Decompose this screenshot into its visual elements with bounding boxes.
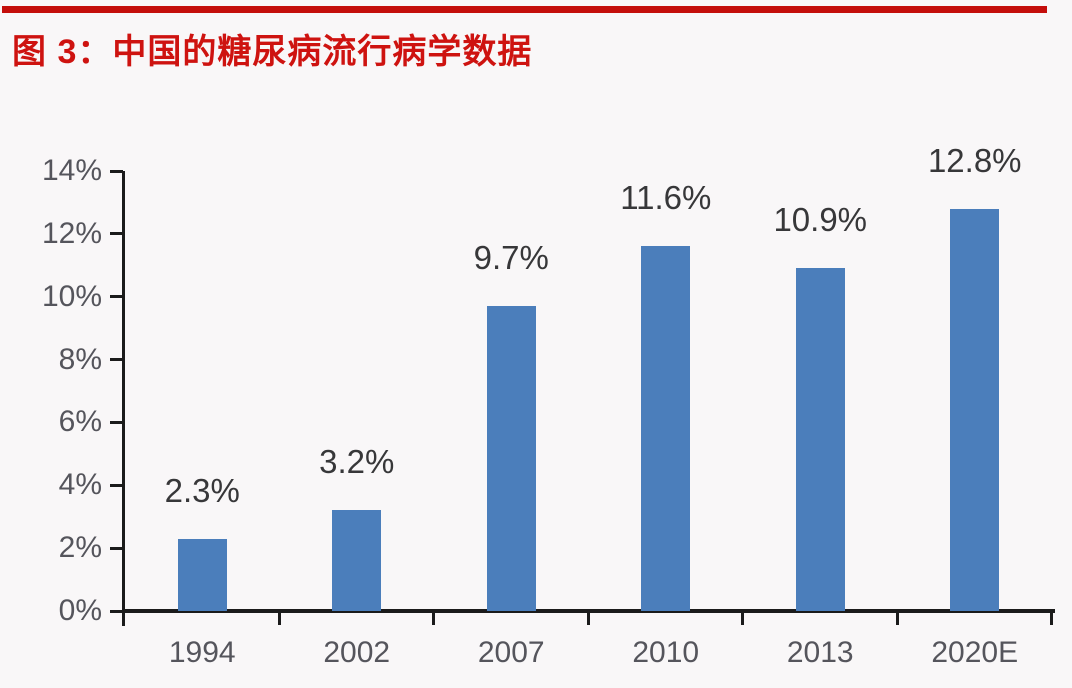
bar-1994: [177, 538, 227, 611]
y-axis-tick-4%: [110, 483, 123, 487]
x-axis-tick-4: [741, 611, 744, 625]
y-axis-label-14%: 14%: [41, 154, 102, 187]
x-axis-label-2002: 2002: [323, 636, 391, 669]
x-axis-label-1994: 1994: [168, 636, 236, 669]
value-label-2013: 10.9%: [773, 201, 868, 239]
x-axis-tick-1: [277, 611, 281, 625]
x-axis-tick-2: [432, 611, 435, 625]
x-axis-tick-6: [1050, 611, 1053, 625]
y-axis-label-6%: 6%: [58, 405, 102, 439]
y-axis-label-0%: 0%: [58, 594, 102, 627]
y-axis-line: [122, 171, 125, 626]
y-axis-tick-0%: [110, 609, 123, 613]
y-axis-tick-10%: [110, 295, 123, 299]
x-axis-label-2020E: 2020E: [931, 636, 1019, 669]
figure-title: 图 3：中国的糖尿病流行病学数据: [12, 33, 533, 71]
y-axis-label-8%: 8%: [58, 342, 102, 376]
x-axis-label-2013: 2013: [786, 636, 854, 669]
x-axis-tick-3: [586, 611, 590, 625]
y-axis-label-4%: 4%: [58, 468, 102, 502]
y-axis-tick-6%: [110, 420, 123, 424]
bar-2010: [641, 246, 691, 611]
top-accent-rule: [2, 6, 1047, 13]
bar-2020E: [950, 208, 1000, 611]
y-axis-tick-8%: [110, 358, 123, 362]
y-axis-tick-12%: [110, 232, 123, 236]
value-label-2007: 9.7%: [473, 239, 549, 277]
bar-2013: [795, 268, 845, 611]
x-axis-label-2010: 2010: [632, 636, 700, 669]
y-axis-tick-2%: [110, 546, 123, 550]
y-axis-label-12%: 12%: [41, 216, 102, 250]
x-axis-tick-5: [895, 611, 899, 625]
y-axis-tick-14%: [110, 169, 123, 173]
y-axis-label-10%: 10%: [41, 279, 102, 313]
value-label-2020E: 12.8%: [927, 141, 1022, 179]
y-axis-label-2%: 2%: [58, 531, 102, 565]
bar-2002: [332, 510, 382, 611]
value-label-1994: 2.3%: [164, 471, 240, 509]
bar-2007: [486, 306, 536, 611]
value-label-2010: 11.6%: [620, 179, 712, 217]
value-label-2002: 3.2%: [319, 443, 395, 481]
x-axis-label-2007: 2007: [477, 636, 545, 669]
